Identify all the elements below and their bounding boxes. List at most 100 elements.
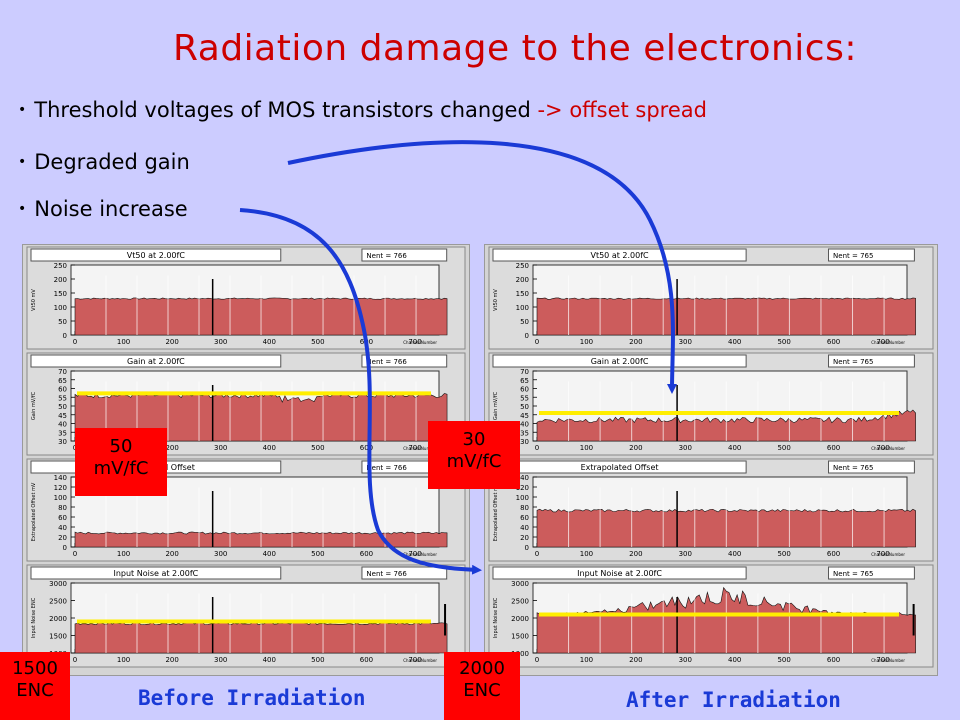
histogram-4: Input Noise at 2.00fC Nent = 766300025002… bbox=[26, 564, 466, 668]
x-tick-label: 500 bbox=[777, 550, 790, 558]
histogram-2: Gain at 2.00fC Nent = 765 7065605550454035… bbox=[488, 352, 934, 456]
histogram-title: Extrapolated Offset bbox=[581, 463, 659, 472]
y-tick-label: 1500 bbox=[49, 633, 67, 641]
badge-text: 50 mV/fC bbox=[93, 436, 149, 479]
y-tick-label: 65 bbox=[520, 377, 529, 385]
y-tick-label: 30 bbox=[520, 438, 529, 446]
x-tick-label: 0 bbox=[535, 444, 539, 452]
bullet-text: Threshold voltages of MOS transistors ch… bbox=[34, 98, 538, 122]
y-tick-label: 40 bbox=[520, 524, 529, 532]
y-tick-label: 60 bbox=[520, 386, 529, 394]
x-tick-label: 100 bbox=[117, 656, 130, 664]
badge-text: 30 mV/fC bbox=[446, 429, 502, 472]
bullet-dot-icon: • bbox=[18, 102, 27, 118]
x-tick-label: 400 bbox=[263, 656, 276, 664]
x-tick-label: 400 bbox=[263, 444, 276, 452]
x-tick-label: 600 bbox=[360, 444, 373, 452]
bullet-text: Noise increase bbox=[34, 197, 188, 221]
y-axis-label: Extrapolated Offset mV bbox=[31, 482, 37, 541]
x-tick-label: 300 bbox=[679, 550, 692, 558]
y-axis-label: Vt50 mV bbox=[493, 289, 499, 311]
y-tick-label: 140 bbox=[54, 474, 67, 482]
y-tick-label: 120 bbox=[516, 484, 529, 492]
histogram-title: Input Noise at 2.00fC bbox=[577, 569, 662, 578]
bullet-dot-icon: • bbox=[18, 201, 27, 217]
histogram-stats-box bbox=[828, 566, 915, 580]
x-tick-label: 700 bbox=[876, 338, 889, 346]
x-tick-label: 400 bbox=[263, 550, 276, 558]
x-tick-label: 400 bbox=[728, 338, 741, 346]
x-axis-label: Channel Number bbox=[871, 552, 905, 557]
x-tick-label: 200 bbox=[629, 550, 642, 558]
histogram-3: Extrapolated Offset Nent = 765 140 120 100 80… bbox=[488, 458, 934, 562]
y-tick-label: 50 bbox=[520, 403, 529, 411]
x-axis-label: Channel Number bbox=[403, 658, 437, 663]
y-tick-label: 1000 bbox=[511, 650, 529, 658]
after-gain-badge: 30 mV/fC bbox=[428, 421, 520, 489]
y-tick-label: 2000 bbox=[511, 615, 529, 623]
y-tick-label: 60 bbox=[520, 514, 529, 522]
x-tick-label: 0 bbox=[535, 550, 539, 558]
bullet-noise: • Noise increase bbox=[18, 197, 188, 221]
y-tick-label: 35 bbox=[520, 429, 529, 437]
x-tick-label: 100 bbox=[580, 550, 593, 558]
histogram-stats: Nent = 766 bbox=[366, 252, 407, 260]
y-tick-label: 20 bbox=[58, 534, 67, 542]
histogram-title-box bbox=[492, 566, 747, 580]
x-tick-label: 200 bbox=[165, 550, 178, 558]
x-tick-label: 300 bbox=[214, 550, 227, 558]
x-tick-label: 200 bbox=[165, 656, 178, 664]
x-axis-label: Channel Number bbox=[871, 446, 905, 451]
histogram-stats: Nent = 765 bbox=[833, 358, 873, 366]
badge-text: 2000 ENC bbox=[459, 658, 505, 701]
x-tick-label: 600 bbox=[827, 444, 840, 452]
y-tick-label: 3000 bbox=[511, 580, 529, 588]
slide-title: Radiation damage to the electronics: bbox=[173, 28, 857, 69]
x-tick-label: 600 bbox=[360, 550, 373, 558]
histogram-stats-box bbox=[828, 248, 915, 262]
y-tick-label: 40 bbox=[520, 421, 529, 429]
x-axis-label: Channel Number bbox=[871, 658, 905, 663]
histogram-title: Gain at 2.00fC bbox=[591, 357, 649, 366]
x-tick-label: 100 bbox=[580, 656, 593, 664]
histogram-4: Input Noise at 2.00fC Nent = 765 3000 2500 2… bbox=[488, 564, 934, 668]
y-tick-label: 200 bbox=[54, 276, 67, 284]
y-tick-label: 200 bbox=[516, 276, 529, 284]
x-tick-label: 700 bbox=[876, 550, 889, 558]
after-caption: After Irradiation bbox=[626, 688, 841, 712]
before-caption: Before Irradiation bbox=[138, 686, 366, 710]
x-tick-label: 200 bbox=[629, 656, 642, 664]
y-tick-label: 80 bbox=[520, 504, 529, 512]
x-tick-label: 100 bbox=[580, 444, 593, 452]
histogram-stats: Nent = 765 bbox=[833, 464, 873, 472]
y-tick-label: 2500 bbox=[511, 598, 529, 606]
x-tick-label: 0 bbox=[73, 338, 77, 346]
y-tick-label: 0 bbox=[63, 332, 67, 340]
histogram-stats-box bbox=[828, 354, 915, 368]
y-tick-label: 50 bbox=[58, 318, 67, 326]
x-tick-label: 500 bbox=[777, 444, 790, 452]
histogram-title-box bbox=[30, 566, 282, 580]
y-tick-label: 0 bbox=[63, 544, 67, 552]
bullet-text: Degraded gain bbox=[34, 150, 190, 174]
x-tick-label: 500 bbox=[311, 550, 324, 558]
y-tick-label: 60 bbox=[58, 386, 67, 394]
y-tick-label: 40 bbox=[58, 524, 67, 532]
y-tick-label: 100 bbox=[516, 494, 529, 502]
y-tick-label: 20 bbox=[520, 534, 529, 542]
x-tick-label: 400 bbox=[728, 656, 741, 664]
x-tick-label: 300 bbox=[679, 444, 692, 452]
y-axis-label: Input Noise ENC bbox=[31, 597, 37, 638]
histogram-title: Vt50 at 2.00fC bbox=[590, 251, 649, 260]
y-tick-label: 60 bbox=[58, 514, 67, 522]
x-tick-label: 200 bbox=[165, 338, 178, 346]
y-tick-label: 1500 bbox=[511, 633, 529, 641]
after-noise-badge: 2000 ENC bbox=[444, 652, 520, 720]
histogram-stats: Nent = 766 bbox=[366, 358, 407, 366]
y-tick-label: 100 bbox=[54, 304, 67, 312]
x-tick-label: 0 bbox=[73, 550, 77, 558]
y-tick-label: 250 bbox=[516, 262, 529, 270]
x-tick-label: 300 bbox=[679, 656, 692, 664]
histogram-title: Input Noise at 2.00fC bbox=[113, 569, 198, 578]
histogram-stats: Nent = 765 bbox=[833, 570, 873, 578]
